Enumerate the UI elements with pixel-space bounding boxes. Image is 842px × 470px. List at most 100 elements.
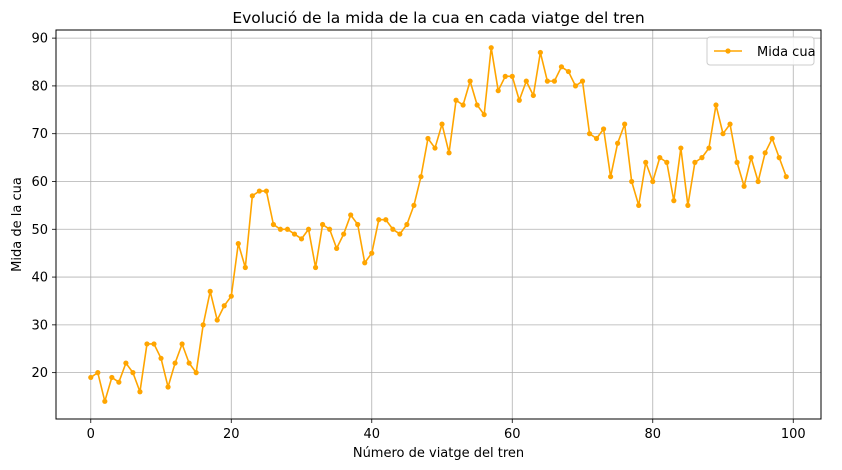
data-point — [467, 78, 473, 84]
data-point — [397, 231, 403, 237]
data-point — [685, 202, 691, 208]
data-point — [453, 97, 459, 103]
data-point — [221, 303, 227, 309]
y-tick-label: 40 — [31, 271, 48, 286]
data-point — [713, 102, 719, 108]
data-point — [193, 370, 199, 376]
data-point — [228, 293, 234, 299]
data-point — [502, 73, 508, 79]
data-point — [769, 135, 775, 142]
data-point — [776, 155, 782, 161]
data-point — [130, 370, 136, 376]
data-point — [558, 64, 565, 70]
data-point — [144, 341, 150, 347]
data-point — [509, 73, 515, 79]
legend-label: Mida cua — [757, 45, 816, 60]
data-point — [263, 188, 269, 194]
data-point — [783, 174, 789, 180]
y-tick-label: 50 — [31, 223, 48, 238]
data-point — [277, 226, 284, 232]
data-point — [671, 198, 677, 204]
data-point — [537, 49, 543, 56]
y-tick-label: 80 — [31, 79, 48, 94]
data-point — [488, 45, 494, 51]
data-point — [664, 159, 670, 165]
data-point — [404, 221, 410, 228]
data-point — [235, 241, 241, 247]
y-axis-label: Mida de la cua — [10, 177, 25, 272]
data-point — [355, 221, 361, 228]
data-point — [446, 150, 452, 156]
data-point — [390, 226, 396, 232]
data-point — [523, 78, 529, 84]
data-point — [600, 126, 607, 132]
data-point — [327, 226, 333, 232]
data-point — [748, 155, 754, 161]
data-point — [622, 121, 628, 127]
data-point — [383, 217, 389, 223]
data-point — [369, 250, 375, 256]
data-point — [312, 264, 319, 271]
data-point — [572, 83, 579, 89]
data-point — [481, 111, 487, 118]
data-point — [551, 78, 558, 84]
data-point — [291, 231, 298, 237]
x-axis-label: Número de viatge del tren — [353, 446, 524, 461]
data-point — [720, 131, 726, 137]
y-tick-label: 20 — [31, 366, 48, 381]
data-point — [102, 398, 108, 404]
data-point — [565, 68, 572, 75]
data-point — [579, 78, 586, 84]
data-point — [334, 245, 340, 251]
data-point — [411, 202, 417, 208]
y-tick-label: 70 — [31, 127, 48, 142]
data-point — [88, 374, 94, 381]
data-point — [186, 360, 192, 366]
plot-area — [56, 30, 821, 419]
grid — [56, 30, 821, 419]
x-tick-label: 20 — [223, 427, 240, 442]
chart-title: Evolució de la mida de la cua en cada vi… — [232, 9, 644, 27]
data-point — [95, 370, 101, 376]
data-point — [200, 322, 206, 328]
x-tick-label: 0 — [87, 427, 95, 442]
y-tick-label: 30 — [31, 318, 48, 333]
data-point — [305, 226, 312, 232]
data-point — [151, 341, 157, 347]
data-point — [608, 174, 614, 180]
data-point — [727, 121, 733, 127]
data-point — [256, 188, 262, 194]
data-point — [172, 360, 178, 366]
legend-box — [706, 36, 815, 66]
data-point — [495, 88, 501, 94]
data-point — [657, 155, 663, 161]
series-line — [90, 46, 787, 403]
data-point — [460, 102, 466, 108]
legend: Mida cua — [706, 36, 816, 66]
data-point — [376, 217, 382, 223]
data-point — [650, 178, 656, 185]
data-point — [474, 102, 480, 108]
data-point — [432, 145, 438, 151]
data-point — [249, 193, 255, 199]
data-point — [699, 155, 705, 161]
data-point — [629, 178, 635, 185]
data-point — [586, 131, 593, 137]
data-point — [319, 221, 326, 228]
axis-ticks: 0 20 40 60 80 100 20 30 40 50 60 70 80 90 — [31, 32, 805, 442]
data-point — [755, 178, 761, 185]
x-tick-label: 40 — [363, 427, 380, 442]
data-point — [341, 231, 347, 237]
data-point — [636, 202, 642, 208]
data-point — [418, 174, 424, 180]
data-point — [158, 355, 164, 361]
data-point — [692, 159, 698, 165]
data-point — [439, 121, 445, 127]
x-tick-label: 80 — [644, 427, 661, 442]
x-tick-label: 60 — [504, 427, 521, 442]
data-point — [165, 384, 171, 390]
y-tick-label: 90 — [31, 32, 48, 47]
data-point — [123, 360, 129, 366]
data-point — [544, 78, 550, 84]
data-point — [137, 389, 143, 395]
